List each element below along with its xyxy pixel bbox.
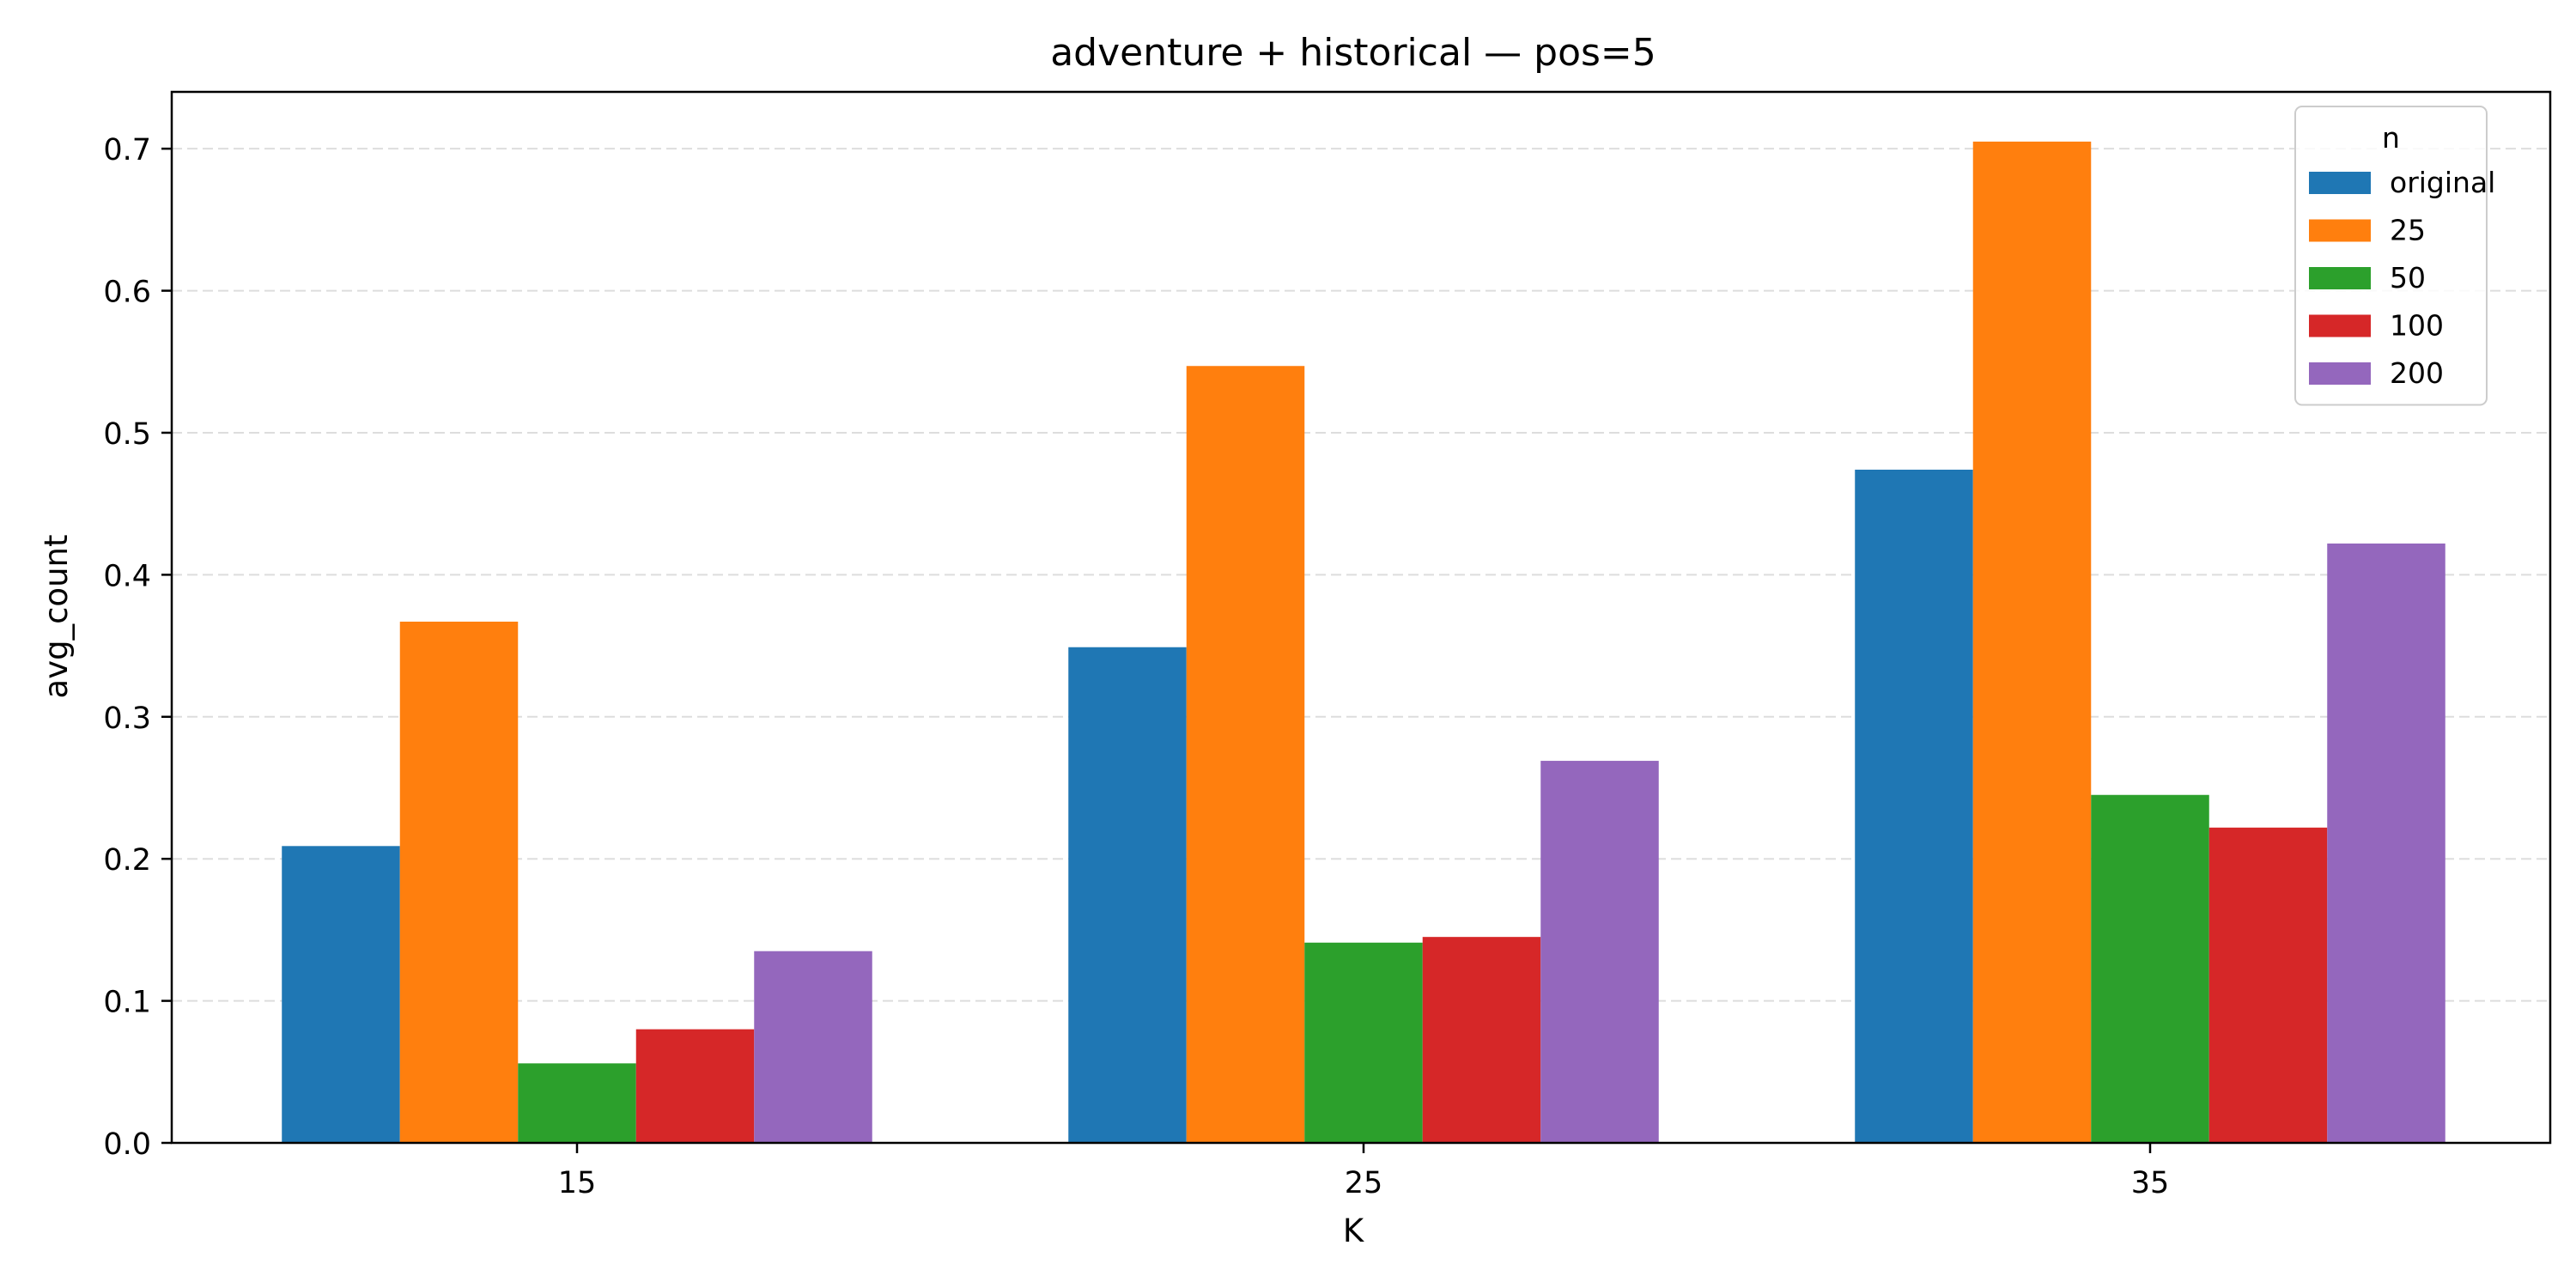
- bar-100-25: [1422, 937, 1541, 1143]
- y-tick-label: 0.4: [103, 559, 151, 593]
- bar-200-35: [2327, 543, 2445, 1143]
- bar-25-15: [399, 621, 519, 1143]
- y-tick-label: 0.3: [103, 702, 151, 736]
- y-tick-label: 0.1: [103, 986, 151, 1020]
- bar-200-25: [1540, 761, 1659, 1143]
- bar-original-35: [1855, 469, 1973, 1143]
- legend-swatch-100: [2309, 314, 2371, 337]
- bar-50-25: [1304, 942, 1423, 1143]
- legend-swatch-50: [2309, 267, 2371, 289]
- chart-title: adventure + historical — pos=5: [1050, 31, 1656, 75]
- legend-label-25: 25: [2390, 214, 2426, 247]
- bar-50-15: [518, 1063, 636, 1143]
- y-tick-label: 0.6: [103, 276, 151, 310]
- x-tick-label: 35: [2131, 1166, 2170, 1200]
- bar-100-15: [635, 1029, 755, 1143]
- legend-label-original: original: [2390, 166, 2495, 199]
- bar-original-15: [282, 846, 400, 1143]
- legend-label-50: 50: [2390, 261, 2426, 295]
- bar-100-35: [2208, 827, 2328, 1143]
- bar-original-25: [1068, 647, 1187, 1143]
- x-tick-label: 25: [1345, 1166, 1383, 1200]
- bar-200-15: [754, 951, 872, 1143]
- y-tick-label: 0.2: [103, 843, 151, 878]
- bars: [282, 141, 2445, 1144]
- y-tick-label: 0.5: [103, 417, 151, 452]
- x-axis-label: K: [1343, 1212, 1365, 1249]
- x-tick-label: 15: [558, 1166, 597, 1200]
- bar-25-35: [1972, 141, 2092, 1144]
- legend-label-200: 200: [2390, 356, 2444, 390]
- legend-swatch-original: [2309, 172, 2371, 194]
- y-tick-label: 0.0: [103, 1127, 151, 1162]
- y-axis-label: avg_count: [38, 535, 75, 699]
- legend-label-100: 100: [2390, 309, 2444, 343]
- bar-25-25: [1186, 366, 1305, 1143]
- legend-title: n: [2382, 121, 2400, 155]
- plot-frame: [170, 90, 2552, 1145]
- legend-swatch-200: [2309, 362, 2371, 385]
- y-tick-label: 0.7: [103, 133, 151, 167]
- bar-50-35: [2091, 794, 2209, 1143]
- legend-swatch-25: [2309, 219, 2371, 242]
- axes: 0.0 0.1 0.2 0.3 0.4 0.5 0.6 0.7 15 25 35: [103, 90, 2552, 1200]
- legend: n original 25 50 100 200: [2294, 106, 2495, 406]
